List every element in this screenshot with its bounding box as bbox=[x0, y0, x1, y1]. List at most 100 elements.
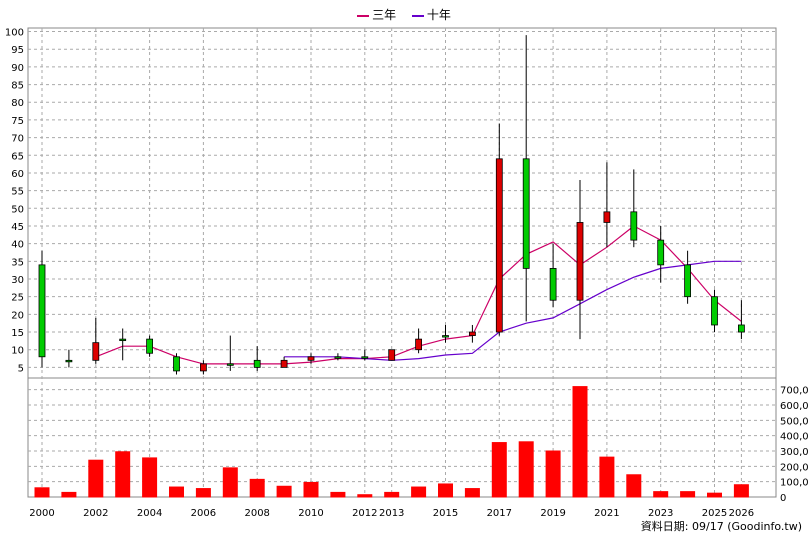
candle-body bbox=[711, 296, 718, 326]
volume-bar bbox=[169, 486, 184, 498]
volume-bar bbox=[115, 451, 131, 498]
volume-bar bbox=[61, 491, 77, 498]
legend: 三年 十年 bbox=[0, 6, 808, 23]
x-tick-label: 2012 bbox=[352, 508, 377, 519]
volume-bar bbox=[464, 488, 480, 498]
candle-body bbox=[630, 211, 638, 241]
candle-body bbox=[657, 239, 665, 266]
price-tick-label: 100 bbox=[5, 28, 24, 39]
x-tick-label: 2004 bbox=[137, 508, 162, 519]
x-tick-label: 2002 bbox=[83, 508, 108, 519]
price-tick-label: 45 bbox=[11, 222, 24, 233]
price-tick-label: 55 bbox=[11, 187, 24, 198]
x-tick-label: 2010 bbox=[298, 508, 323, 519]
volume-bar bbox=[653, 491, 669, 498]
price-tick-label: 95 bbox=[11, 45, 24, 56]
volume-tick-label: 0 bbox=[780, 493, 786, 504]
volume-bar bbox=[303, 481, 319, 498]
candle-body bbox=[226, 363, 234, 366]
volume-bar bbox=[384, 491, 400, 498]
price-tick-label: 10 bbox=[11, 346, 24, 357]
candle-body bbox=[38, 264, 46, 358]
volume-bar bbox=[491, 442, 507, 498]
price-tick-label: 90 bbox=[11, 63, 24, 74]
candle-body bbox=[576, 222, 584, 301]
legend-item-3yr: 三年 bbox=[357, 6, 396, 23]
price-tick-label: 5 bbox=[18, 363, 24, 374]
x-tick-label: 2026 bbox=[729, 508, 754, 519]
candle-body bbox=[199, 363, 207, 372]
x-tick-label: 2008 bbox=[244, 508, 269, 519]
price-panel-frame bbox=[27, 27, 777, 379]
volume-bar bbox=[599, 456, 615, 498]
volume-bar bbox=[357, 494, 373, 498]
candle-body bbox=[92, 342, 100, 361]
x-tick-label: 2013 bbox=[379, 508, 404, 519]
volume-bar bbox=[249, 478, 265, 498]
volume-tick-label: 700,000 bbox=[780, 386, 808, 397]
volume-bar bbox=[411, 486, 427, 498]
volume-bar bbox=[707, 492, 722, 498]
price-tick-label: 70 bbox=[11, 134, 24, 145]
volume-bar bbox=[195, 488, 211, 498]
price-tick-label: 50 bbox=[11, 204, 24, 215]
price-tick-label: 85 bbox=[11, 81, 24, 92]
candle-body bbox=[173, 356, 180, 372]
price-tick-label: 65 bbox=[11, 151, 24, 162]
x-tick-label: 2015 bbox=[433, 508, 458, 519]
x-tick-label: 2021 bbox=[594, 508, 619, 519]
legend-swatch-3yr bbox=[357, 14, 370, 17]
candle-body bbox=[334, 356, 342, 359]
x-tick-label: 2017 bbox=[487, 508, 512, 519]
volume-bar bbox=[545, 450, 561, 498]
price-tick-label: 20 bbox=[11, 310, 24, 321]
x-tick-label: 2000 bbox=[29, 508, 54, 519]
price-tick-label: 80 bbox=[11, 98, 24, 109]
candle-body bbox=[280, 359, 288, 368]
volume-bar bbox=[733, 484, 749, 498]
volume-bar bbox=[626, 474, 642, 498]
volume-panel-frame bbox=[27, 377, 777, 498]
candle-body bbox=[468, 331, 476, 336]
volume-bar bbox=[142, 457, 158, 498]
candle-body bbox=[415, 338, 423, 351]
volume-bar bbox=[680, 491, 696, 498]
x-tick-label: 2019 bbox=[540, 508, 565, 519]
volume-bar bbox=[518, 441, 534, 498]
candle-body bbox=[388, 349, 396, 361]
volume-tick-label: 600,000 bbox=[780, 401, 808, 412]
candle-body bbox=[549, 268, 557, 301]
volume-tick-label: 300,000 bbox=[780, 447, 808, 458]
candle-body bbox=[361, 356, 369, 359]
x-tick-label: 2025 bbox=[702, 508, 727, 519]
legend-label-10yr: 十年 bbox=[426, 8, 451, 22]
price-tick-label: 25 bbox=[11, 293, 24, 304]
price-tick-label: 75 bbox=[11, 116, 24, 127]
source-note: 資料日期: 09/17 (Goodinfo.tw) bbox=[640, 520, 802, 533]
volume-tick-label: 400,000 bbox=[780, 432, 808, 443]
candle-body bbox=[253, 359, 261, 368]
candle-body bbox=[65, 359, 73, 363]
candle-body bbox=[738, 324, 745, 333]
legend-label-3yr: 三年 bbox=[372, 8, 397, 22]
volume-tick-label: 100,000 bbox=[780, 478, 808, 489]
price-tick-label: 15 bbox=[11, 328, 24, 339]
volume-bar bbox=[88, 459, 104, 498]
candle-body bbox=[522, 158, 530, 269]
price-tick-label: 40 bbox=[11, 240, 24, 251]
volume-bar bbox=[438, 483, 453, 498]
candle-body bbox=[119, 338, 127, 342]
volume-bar bbox=[572, 386, 588, 498]
x-tick-label: 2006 bbox=[191, 508, 216, 519]
legend-swatch-10yr bbox=[411, 14, 424, 17]
candle-body bbox=[684, 264, 691, 298]
candle-body bbox=[307, 356, 315, 361]
price-tick-label: 60 bbox=[11, 169, 24, 180]
x-tick-label: 2023 bbox=[648, 508, 673, 519]
volume-bar bbox=[34, 487, 50, 498]
legend-item-10yr: 十年 bbox=[411, 6, 451, 23]
volume-bar bbox=[222, 467, 238, 498]
candle-body bbox=[603, 211, 611, 223]
ma-line-10yr bbox=[284, 260, 742, 361]
